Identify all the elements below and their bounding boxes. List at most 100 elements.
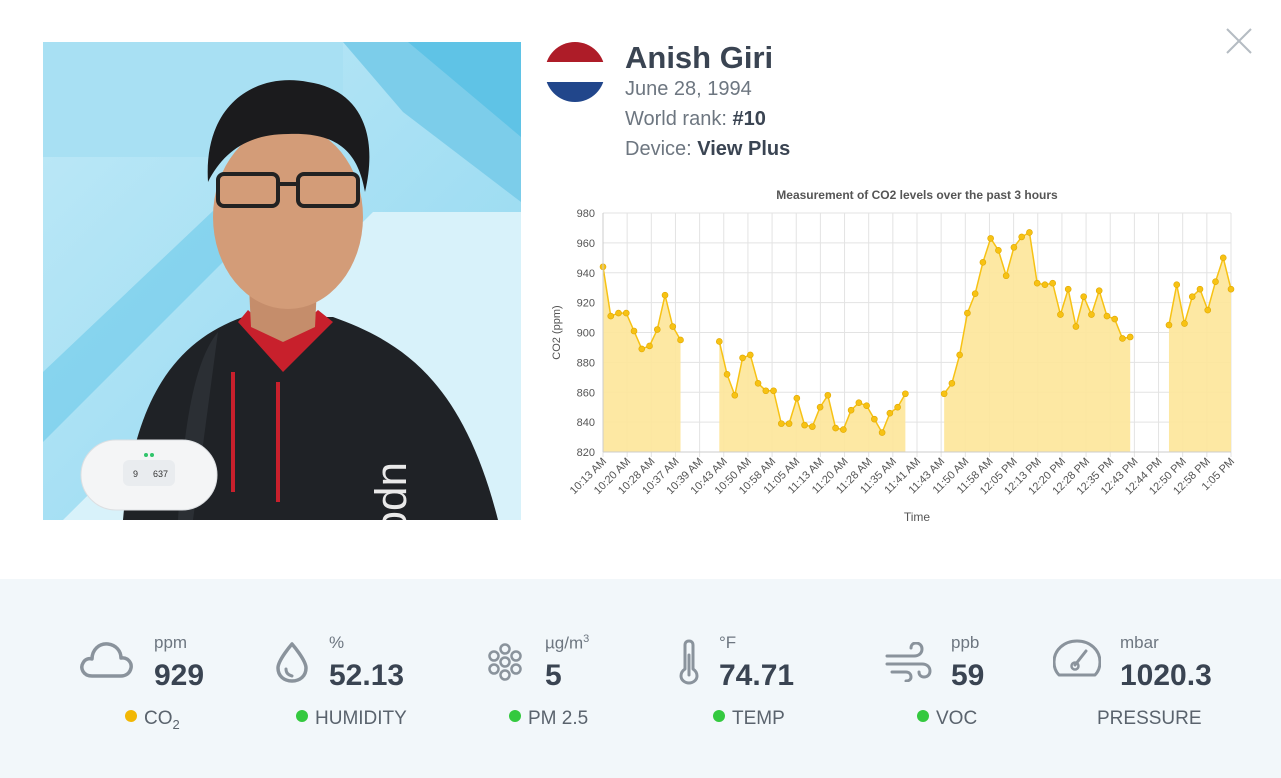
co2-value: 929 <box>154 659 205 692</box>
voc-status-dot <box>917 710 929 722</box>
voc-label-text: VOC <box>936 708 978 729</box>
co2-point <box>1212 278 1219 286</box>
co2-point <box>1026 229 1033 236</box>
temp-value: 74.71 <box>719 659 795 692</box>
co2-point <box>715 338 723 345</box>
co2-label-text: CO <box>144 708 173 729</box>
y-axis-label: CO2 (ppm) <box>551 305 563 359</box>
co2-point <box>731 391 739 399</box>
co2-point <box>723 371 731 378</box>
x-axis-label: Time <box>904 510 931 524</box>
co2-point <box>1181 320 1188 327</box>
wind-icon <box>885 642 932 682</box>
co2-point <box>1126 333 1134 341</box>
birth-date: June 28, 1994 <box>625 78 752 100</box>
device-screen-left-value: 9 <box>133 469 138 479</box>
co2-point <box>987 235 994 242</box>
y-tick-label: 880 <box>577 357 595 369</box>
co2-point <box>669 323 677 330</box>
co2-area <box>719 341 906 452</box>
co2-point <box>894 403 901 411</box>
co2-point <box>1018 233 1025 241</box>
co2-point <box>1111 315 1119 323</box>
y-tick-label: 960 <box>577 238 595 250</box>
y-tick-label: 940 <box>577 268 595 280</box>
co2-point <box>778 420 785 427</box>
co2-point <box>1080 293 1087 300</box>
world-rank-label: World rank: <box>625 108 733 130</box>
y-tick-label: 920 <box>577 298 595 310</box>
co2-point <box>878 429 886 436</box>
humidity-label-text: HUMIDITY <box>315 708 407 729</box>
co2-point <box>816 403 824 411</box>
world-rank-value: #10 <box>732 108 766 130</box>
voc-unit: ppb <box>951 633 980 652</box>
co2-point <box>1049 279 1056 287</box>
y-tick-label: 860 <box>577 387 595 399</box>
thermometer-icon <box>679 639 699 685</box>
co2-point <box>1173 281 1181 288</box>
co2-point <box>638 345 646 353</box>
pm25-unit-sup: 3 <box>583 633 590 645</box>
co2-point <box>1204 306 1212 314</box>
metrics-footer: ppm 929 CO2 % 52.13 HUMIDITY µg/m <box>0 579 1281 778</box>
device-screen-right-value: 637 <box>153 469 168 479</box>
pm25-status-dot <box>509 710 521 722</box>
y-tick-label: 840 <box>577 417 595 429</box>
co2-point <box>1033 279 1041 287</box>
device-info: Device: View Plus <box>625 138 790 161</box>
co2-point <box>1010 244 1018 251</box>
co2-point <box>754 379 762 387</box>
co2-point <box>615 309 622 317</box>
humidity-status-dot <box>296 710 308 722</box>
co2-point <box>1119 335 1126 342</box>
co2-point <box>824 391 832 399</box>
pm25-unit-main: µg/m <box>545 633 584 653</box>
y-tick-label: 980 <box>577 208 595 220</box>
co2-point <box>995 247 1002 254</box>
co2-point <box>785 420 793 427</box>
metric-co2: ppm 929 CO2 <box>78 579 238 778</box>
humidity-unit: % <box>329 633 345 652</box>
y-tick-label: 900 <box>577 328 595 340</box>
temp-status-dot <box>713 710 725 722</box>
co2-point <box>863 402 870 409</box>
netherlands-flag-icon <box>545 42 605 102</box>
co2-point <box>956 351 963 359</box>
co2-point <box>847 406 855 414</box>
co2-point <box>1227 285 1235 293</box>
metric-pm25: µg/m3 5 PM 2.5 <box>486 579 646 778</box>
co2-point <box>1088 311 1095 318</box>
co2-point <box>770 387 777 395</box>
co2-point <box>646 342 653 350</box>
cloud-icon <box>80 642 133 678</box>
co2-point <box>855 399 863 407</box>
co2-point <box>1219 254 1227 262</box>
co2-point <box>1165 321 1173 329</box>
pm25-label: PM 2.5 <box>509 708 588 730</box>
co2-area <box>603 266 681 452</box>
co2-point <box>622 309 630 317</box>
co2-label: CO2 <box>125 708 180 732</box>
y-tick-label: 820 <box>577 447 595 459</box>
voc-value: 59 <box>951 659 985 692</box>
co2-point <box>630 327 638 335</box>
co2-point <box>971 290 979 297</box>
device-value: View Plus <box>697 138 791 160</box>
chart-title: Measurement of CO2 levels over the past … <box>776 188 1058 202</box>
droplet-icon <box>276 642 308 683</box>
co2-area <box>1168 257 1231 452</box>
pm25-unit: µg/m3 <box>545 633 589 654</box>
pm25-value: 5 <box>545 659 562 692</box>
co2-point <box>979 258 987 266</box>
co2-point <box>871 415 878 423</box>
voc-label: VOC <box>917 708 977 730</box>
co2-point <box>653 326 661 333</box>
metric-pressure: mbar 1020.3 PRESSURE <box>1053 579 1233 778</box>
co2-area <box>944 232 1131 452</box>
co2-point <box>793 394 801 402</box>
close-button[interactable] <box>1224 26 1254 56</box>
co2-status-dot <box>125 710 137 722</box>
co2-point <box>809 423 816 430</box>
